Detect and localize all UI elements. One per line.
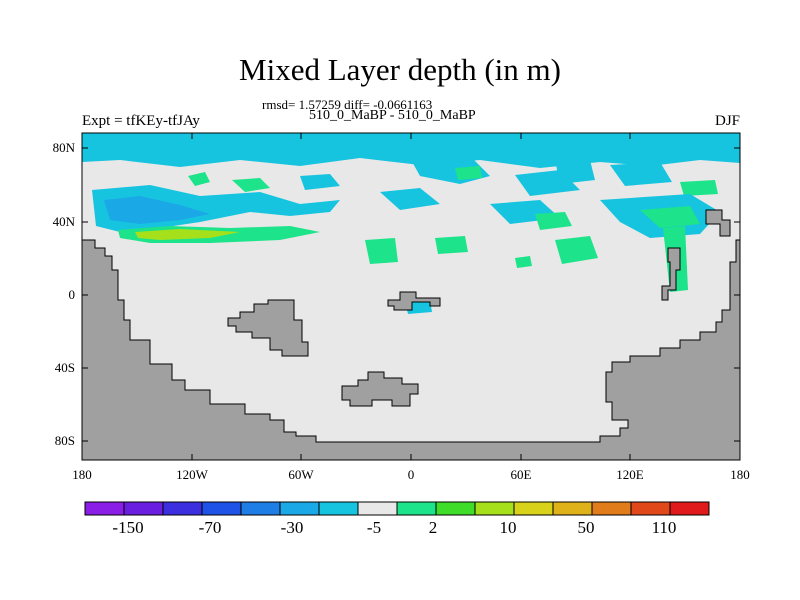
blob-green-2: [232, 178, 270, 192]
land-central-south: [341, 371, 419, 407]
lat-label-40s: 40S: [54, 360, 75, 375]
colorbar-label: 10: [499, 518, 517, 537]
lon-label-180e: 180: [730, 467, 750, 482]
colorbar-swatch: [123, 501, 164, 516]
blob-green-15: [555, 236, 598, 264]
north-band-lime: [135, 229, 240, 240]
colorbar-swatch: [669, 501, 710, 516]
blob-green-10: [680, 180, 718, 196]
lat-label-80n: 80N: [52, 140, 75, 155]
land-east-strip: [661, 247, 681, 301]
colorbar-swatch: [318, 501, 359, 516]
lon-label-60e: 60E: [510, 467, 532, 482]
blob-green-14: [640, 206, 700, 228]
experiment-label: Expt = tfKEy-tfJAy: [82, 113, 200, 129]
colorbar-swatch: [435, 501, 476, 516]
period-label: 510_0_MaBP - 510_0_MaBP: [309, 108, 476, 123]
blob-green-17: [365, 238, 398, 264]
colorbar-swatch: [240, 501, 281, 516]
blob-green-12: [535, 212, 572, 230]
colorbar-swatch: [552, 501, 593, 516]
land-west: [81, 239, 741, 461]
blob-cyan-3: [300, 174, 340, 190]
colorbar-label: -5: [366, 518, 382, 537]
lon-label-180w: 180: [72, 467, 92, 482]
colorbar-label: -30: [280, 518, 304, 537]
lat-label-80s: 80S: [54, 433, 75, 448]
colorbar-swatch: [591, 501, 632, 516]
land-east-notch: [705, 209, 731, 237]
colorbar-swatch: [279, 501, 320, 516]
land-north-small: [387, 291, 441, 311]
blob-cyan-4: [380, 188, 440, 210]
colorbar-swatch: [84, 501, 125, 516]
colorbar-label: 2: [428, 518, 438, 537]
blob-cyan-9: [610, 162, 672, 186]
blob-green-16: [435, 236, 468, 254]
land-central-left: [227, 299, 309, 357]
colorbar-swatch: [630, 501, 671, 516]
lat-label-40n: 40N: [52, 214, 75, 229]
blob-green-18: [515, 256, 532, 268]
colorbar: [84, 501, 710, 516]
north-band-blue: [104, 196, 210, 224]
lon-label-120w: 120W: [176, 467, 208, 482]
colorbar-swatch: [396, 501, 437, 516]
stats-line: rmsd= 1.57259 diff= -0.0661163: [262, 97, 433, 112]
colorbar-label: 50: [577, 518, 595, 537]
arctic-mld-band: [82, 133, 740, 168]
blob-green-6: [455, 166, 482, 180]
lon-ticks: [81, 133, 741, 460]
colorbar-swatch: [357, 501, 398, 516]
blob-green-1: [188, 172, 210, 186]
colorbar-label: -70: [198, 518, 222, 537]
season-label: DJF: [714, 113, 740, 129]
lon-label-60w: 60W: [288, 467, 314, 482]
colorbar-swatch: [201, 501, 242, 516]
lat-ticks: [82, 147, 740, 442]
colorbar-swatch: [162, 501, 203, 516]
colorbar-swatch: [513, 501, 554, 516]
colorbar-label: 110: [651, 518, 677, 537]
land-masses: [81, 209, 741, 461]
colorbar-swatch: [474, 501, 515, 516]
colorbar-label: -150: [112, 518, 144, 537]
lon-label-0: 0: [407, 467, 415, 482]
map-title: Mixed Layer depth (in m): [239, 52, 561, 87]
lat-label-0: 0: [68, 287, 76, 302]
lon-label-120e: 120E: [616, 467, 644, 482]
blob-cyan-8: [555, 160, 595, 184]
